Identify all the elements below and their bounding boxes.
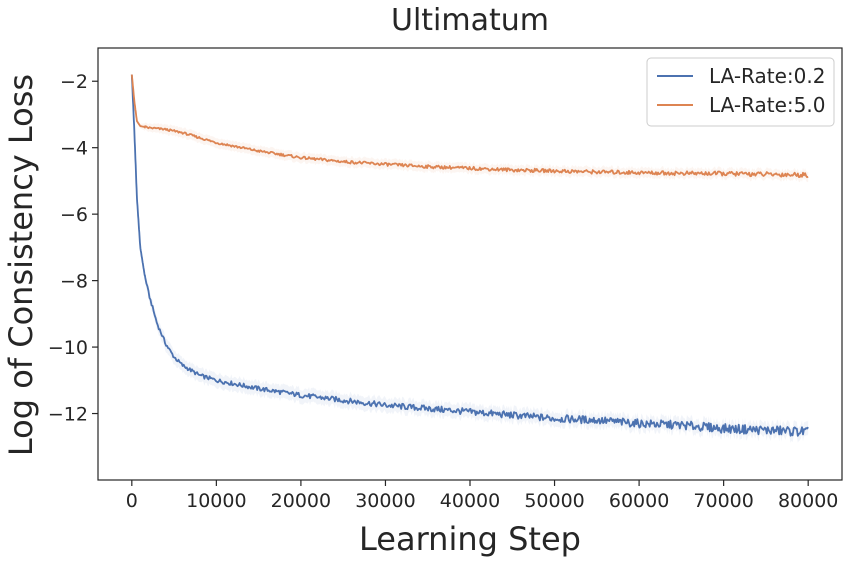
legend-label-2: LA-Rate:5.0 [709, 93, 825, 117]
legend-box [646, 57, 835, 127]
y-tick-label: −8 [60, 271, 88, 293]
x-axis-label: Learning Step [359, 520, 581, 558]
x-tick-label: 80000 [778, 490, 838, 512]
x-tick-label: 30000 [355, 490, 415, 512]
y-axis-label: Log of Consistency Loss [2, 74, 40, 456]
y-tick-label: −12 [48, 404, 88, 426]
y-tick-label: −2 [60, 71, 88, 93]
x-tick-label: 60000 [609, 490, 669, 512]
plot-area: 0 10000 20000 30000 40000 50000 60000 70000 8000… [48, 47, 843, 512]
x-tick-label: 10000 [186, 490, 246, 512]
series-band-1 [131, 74, 809, 443]
chart-title: Ultimatum [391, 3, 549, 38]
y-tick-label: −6 [60, 204, 88, 226]
x-tick-label: 20000 [271, 490, 331, 512]
y-tick-label: −4 [60, 138, 88, 160]
series-line-1 [130, 74, 809, 437]
y-tick-label: −10 [48, 337, 88, 359]
x-tick-label: 40000 [440, 490, 500, 512]
series-line-2 [130, 74, 809, 179]
series-band-2 [131, 74, 809, 183]
x-tick-label: 70000 [693, 490, 753, 512]
x-tick-label: 50000 [524, 490, 584, 512]
legend-label-1: LA-Rate:0.2 [709, 64, 825, 88]
x-tick-label: 0 [126, 490, 138, 512]
